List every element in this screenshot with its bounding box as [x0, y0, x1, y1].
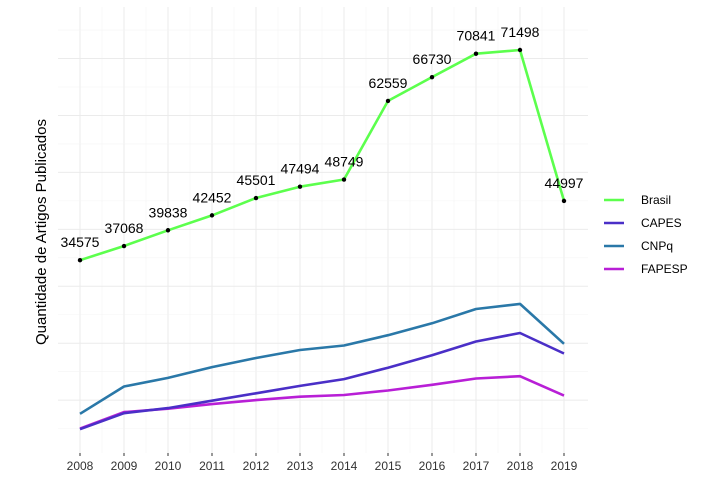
data-label: 66730	[413, 51, 452, 67]
legend-label-capes: CAPES	[641, 216, 682, 230]
data-point-brasil	[517, 47, 523, 53]
data-point-brasil	[385, 98, 391, 104]
data-point-brasil	[473, 51, 479, 56]
x-tick-label: 2017	[463, 459, 490, 473]
x-tick-label: 2009	[111, 459, 138, 473]
data-label: 44997	[545, 175, 584, 191]
plot-background	[58, 7, 588, 453]
grid	[58, 7, 588, 453]
x-tick-label: 2012	[243, 459, 270, 473]
series-line-brasil	[79, 48, 566, 262]
data-label: 42452	[193, 189, 232, 205]
x-tick-label: 2014	[331, 459, 358, 473]
data-label: 37068	[105, 220, 144, 236]
data-point-brasil	[165, 228, 171, 233]
data-label: 47494	[281, 161, 320, 177]
y-axis-title: Quantidade de Artigos Publicados	[33, 119, 50, 345]
x-tick-label: 2019	[551, 459, 578, 473]
legend-label-cnpq: CNPq	[641, 239, 673, 253]
data-point-brasil	[341, 177, 347, 182]
data-label: 71498	[501, 24, 540, 40]
x-tick-label: 2013	[287, 459, 314, 473]
data-point-brasil	[429, 74, 435, 80]
data-point-brasil	[77, 258, 83, 263]
data-label: 34575	[61, 234, 100, 250]
legend: Brasil CAPES CNPq FAPESP	[604, 193, 688, 276]
series-line-capes	[79, 331, 565, 431]
data-point-brasil	[297, 184, 303, 189]
x-tick-label: 2010	[155, 459, 182, 473]
data-points	[77, 47, 567, 263]
x-tick-label: 2018	[507, 459, 534, 473]
data-label: 45501	[237, 172, 276, 188]
series-line-cnpq	[79, 302, 565, 415]
legend-label-fapesp: FAPESP	[641, 262, 688, 276]
series-lines	[79, 48, 566, 431]
data-point-brasil	[209, 213, 215, 218]
x-tick-label: 2016	[419, 459, 446, 473]
x-tick-label: 2011	[199, 459, 225, 473]
data-point-brasil	[561, 198, 567, 204]
data-label: 70841	[457, 28, 496, 44]
data-point-brasil	[253, 195, 259, 201]
x-axis-ticks: 2008 2009 2010 2011 2012 2013 2014 2015 2016 2017…	[67, 453, 578, 473]
data-label: 48749	[325, 154, 364, 170]
x-tick-label: 2015	[375, 459, 402, 473]
x-tick-label: 2008	[67, 459, 94, 473]
data-labels: 34575 37068 39838 42452 45501 47494 48749 62559…	[61, 24, 584, 250]
data-label: 62559	[369, 75, 408, 91]
legend-label-brasil: Brasil	[641, 193, 671, 207]
data-point-brasil	[121, 243, 127, 249]
data-label: 39838	[149, 204, 188, 220]
